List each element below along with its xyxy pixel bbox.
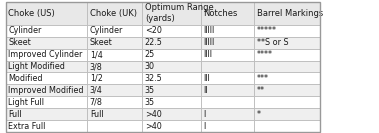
Text: 32.5: 32.5 bbox=[145, 74, 163, 83]
Text: 30: 30 bbox=[145, 62, 155, 71]
Bar bbox=[254, 84, 320, 96]
Text: <20: <20 bbox=[145, 26, 162, 35]
Bar bbox=[254, 37, 320, 49]
Bar bbox=[254, 108, 320, 120]
Bar bbox=[142, 84, 201, 96]
Bar bbox=[254, 49, 320, 61]
Bar bbox=[254, 2, 320, 25]
Text: *****: ***** bbox=[257, 26, 277, 35]
Text: Extra Full: Extra Full bbox=[8, 122, 46, 131]
Text: Skeet: Skeet bbox=[8, 38, 31, 47]
Bar bbox=[254, 96, 320, 108]
Bar bbox=[142, 37, 201, 49]
Text: 35: 35 bbox=[145, 86, 155, 95]
Bar bbox=[142, 120, 201, 132]
Bar bbox=[142, 49, 201, 61]
Bar bbox=[6, 2, 87, 25]
Bar bbox=[201, 37, 254, 49]
Text: >40: >40 bbox=[145, 122, 161, 131]
Bar bbox=[6, 84, 87, 96]
Bar bbox=[87, 120, 142, 132]
Text: Choke (UK): Choke (UK) bbox=[90, 9, 137, 18]
Text: ***: *** bbox=[257, 74, 269, 83]
Text: >40: >40 bbox=[145, 110, 161, 119]
Bar bbox=[87, 37, 142, 49]
Bar bbox=[87, 61, 142, 72]
Text: Light Full: Light Full bbox=[8, 98, 44, 107]
Text: I: I bbox=[204, 122, 206, 131]
Bar bbox=[201, 25, 254, 37]
Bar bbox=[6, 2, 320, 132]
Text: Light Modified: Light Modified bbox=[8, 62, 65, 71]
Bar bbox=[87, 25, 142, 37]
Bar bbox=[201, 96, 254, 108]
Bar bbox=[87, 2, 142, 25]
Text: 1/4: 1/4 bbox=[90, 50, 103, 59]
Bar bbox=[142, 2, 201, 25]
Text: III: III bbox=[204, 74, 210, 83]
Bar bbox=[6, 96, 87, 108]
Text: **S or S: **S or S bbox=[257, 38, 288, 47]
Bar bbox=[87, 96, 142, 108]
Bar bbox=[6, 108, 87, 120]
Text: 7/8: 7/8 bbox=[90, 98, 103, 107]
Text: Cylinder: Cylinder bbox=[90, 26, 123, 35]
Text: Full: Full bbox=[90, 110, 103, 119]
Bar bbox=[87, 108, 142, 120]
Text: II: II bbox=[204, 86, 208, 95]
Bar bbox=[254, 72, 320, 84]
Text: Full: Full bbox=[8, 110, 22, 119]
Text: 3/4: 3/4 bbox=[90, 86, 103, 95]
Text: Choke (US): Choke (US) bbox=[8, 9, 55, 18]
Bar bbox=[6, 49, 87, 61]
Text: Barrel Markings: Barrel Markings bbox=[257, 9, 323, 18]
Text: Skeet: Skeet bbox=[90, 38, 113, 47]
Bar bbox=[6, 37, 87, 49]
Bar bbox=[254, 120, 320, 132]
Text: Improved Modified: Improved Modified bbox=[8, 86, 84, 95]
Bar bbox=[254, 61, 320, 72]
Bar bbox=[201, 72, 254, 84]
Text: 1/2: 1/2 bbox=[90, 74, 103, 83]
Bar bbox=[142, 25, 201, 37]
Text: Improved Cylinder: Improved Cylinder bbox=[8, 50, 83, 59]
Bar bbox=[201, 61, 254, 72]
Bar bbox=[201, 84, 254, 96]
Bar bbox=[6, 120, 87, 132]
Bar bbox=[142, 108, 201, 120]
Bar bbox=[201, 49, 254, 61]
Bar bbox=[254, 25, 320, 37]
Bar bbox=[201, 2, 254, 25]
Text: *: * bbox=[257, 110, 261, 119]
Text: Modified: Modified bbox=[8, 74, 43, 83]
Text: 35: 35 bbox=[145, 98, 155, 107]
Text: 25: 25 bbox=[145, 50, 155, 59]
Bar bbox=[6, 72, 87, 84]
Bar bbox=[6, 25, 87, 37]
Bar bbox=[201, 120, 254, 132]
Text: IIII: IIII bbox=[204, 50, 213, 59]
Text: 22.5: 22.5 bbox=[145, 38, 163, 47]
Bar bbox=[201, 108, 254, 120]
Bar bbox=[142, 72, 201, 84]
Text: I: I bbox=[204, 110, 206, 119]
Bar bbox=[142, 96, 201, 108]
Bar bbox=[87, 72, 142, 84]
Bar bbox=[87, 84, 142, 96]
Text: IIIII: IIIII bbox=[204, 38, 215, 47]
Text: Cylinder: Cylinder bbox=[8, 26, 42, 35]
Text: IIIII: IIIII bbox=[204, 26, 215, 35]
Text: Notches: Notches bbox=[204, 9, 238, 18]
Text: ****: **** bbox=[257, 50, 273, 59]
Text: 3/8: 3/8 bbox=[90, 62, 103, 71]
Bar bbox=[87, 49, 142, 61]
Bar bbox=[6, 61, 87, 72]
Text: Optimum Range
(yards): Optimum Range (yards) bbox=[145, 3, 213, 23]
Bar bbox=[142, 61, 201, 72]
Text: **: ** bbox=[257, 86, 265, 95]
